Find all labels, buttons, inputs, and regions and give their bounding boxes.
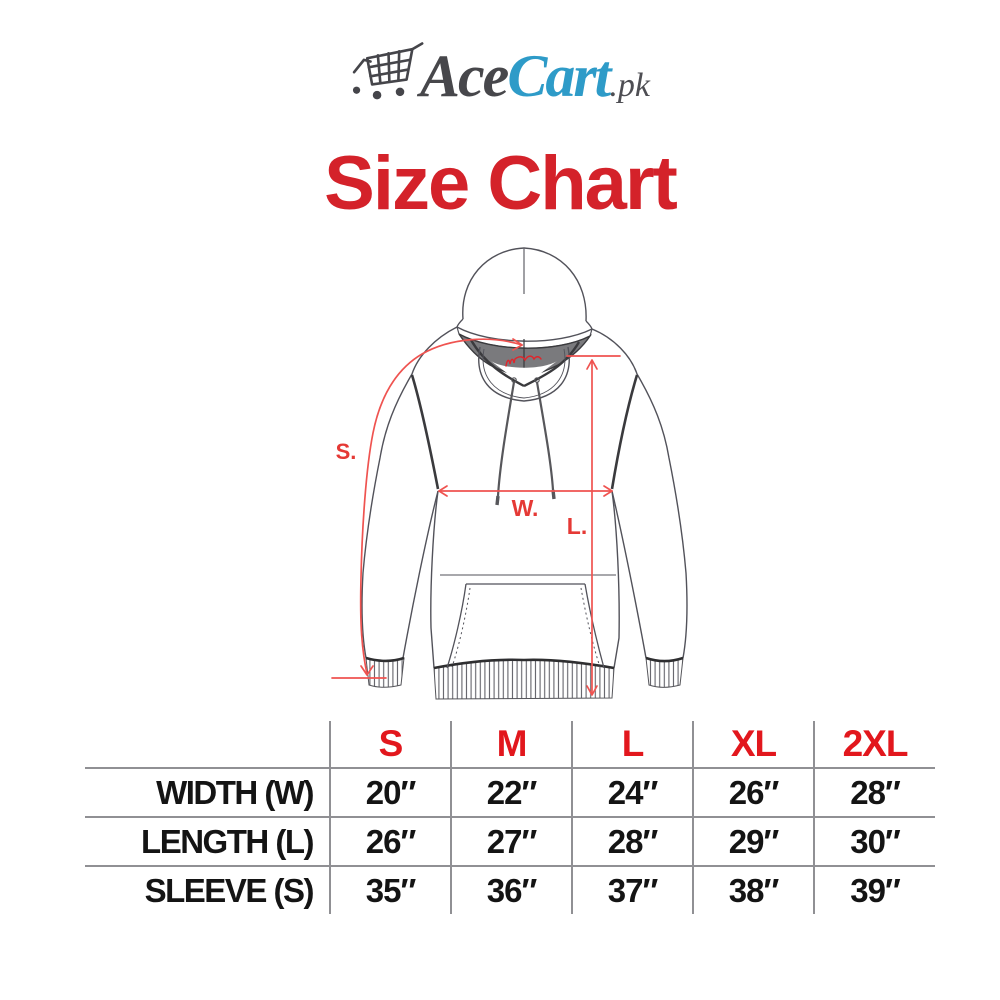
kangaroo-pocket (446, 583, 605, 669)
length-label: L. (567, 513, 587, 539)
hoodie-hem-band (433, 658, 615, 700)
size-table: S M L XL 2XL WIDTH (W) 20″ 22″ 24″ 26″ 2… (85, 721, 935, 914)
shoulder-seams (410, 374, 639, 490)
brand-name-ace: Ace (420, 43, 509, 109)
sleeve-m: 36″ (451, 865, 573, 914)
width-m: 22″ (451, 767, 573, 817)
brand-name: AceCart.pk (420, 46, 650, 106)
hoodie-sleeves (361, 326, 688, 659)
width-label: W. (512, 495, 539, 521)
table-row-sleeve: SLEEVE (S) 35″ 36″ 37″ 38″ 39″ (85, 865, 935, 914)
width-l: 24″ (572, 767, 694, 817)
hood (456, 247, 593, 388)
size-col-m: M (451, 721, 573, 768)
page-title: Size Chart (324, 141, 678, 226)
collar (478, 346, 570, 402)
sleeve-measure-line (359, 338, 523, 675)
width-xl: 26″ (693, 767, 815, 817)
size-col-xl: XL (693, 721, 815, 768)
size-table-corner-cell (85, 721, 331, 768)
brand-name-cart: Cart (507, 43, 611, 109)
length-s: 26″ (330, 816, 452, 866)
size-table-header-row: S M L XL 2XL (85, 721, 935, 768)
chest-brand-script (505, 355, 542, 367)
length-m: 27″ (451, 816, 573, 866)
length-2xl: 30″ (814, 816, 935, 866)
hoodie-body (430, 490, 620, 669)
hoodie-measurement-diagram: S. W. L. (331, 247, 688, 700)
row-label-length: LENGTH (L) (85, 816, 331, 866)
sleeve-xl: 38″ (693, 865, 815, 914)
shopping-cart-icon (352, 42, 424, 100)
brand-logo: AceCart.pk (0, 42, 1000, 106)
sleeve-l: 37″ (572, 865, 694, 914)
length-l: 28″ (572, 816, 694, 866)
size-col-l: L (572, 721, 694, 768)
row-label-sleeve: SLEEVE (S) (85, 865, 331, 914)
size-col-s: S (330, 721, 452, 768)
width-s: 20″ (330, 767, 452, 817)
table-row-width: WIDTH (W) 20″ 22″ 24″ 26″ 28″ (85, 767, 935, 817)
measurement-annotations (331, 338, 621, 696)
size-col-2xl: 2XL (842, 723, 909, 764)
row-label-width: WIDTH (W) (85, 767, 331, 817)
brand-domain: .pk (609, 67, 650, 104)
sleeve-label: S. (336, 439, 357, 464)
table-row-length: LENGTH (L) 26″ 27″ 28″ 29″ 30″ (85, 816, 935, 866)
length-xl: 29″ (693, 816, 815, 866)
sleeve-2xl: 39″ (814, 865, 935, 914)
width-2xl: 28″ (814, 767, 935, 817)
sleeve-s: 35″ (330, 865, 452, 914)
hoodie-cuffs (365, 656, 684, 688)
